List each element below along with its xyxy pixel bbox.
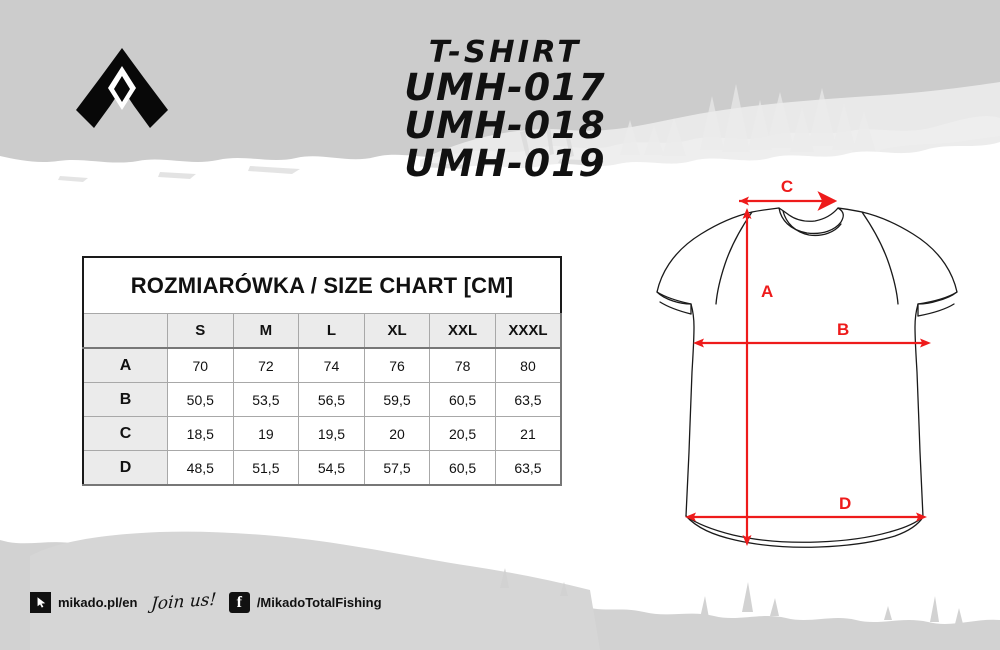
cell-c-xxl: 20,5 xyxy=(429,416,496,451)
column-header-s: S xyxy=(167,313,234,349)
column-header-m: M xyxy=(232,313,300,349)
cell-c-l: 19,5 xyxy=(298,416,365,451)
arrow-d-right-head xyxy=(916,512,927,522)
arrow-b-right-head xyxy=(920,338,931,348)
cell-d-xxxl: 63,5 xyxy=(494,450,562,486)
website-label[interactable]: mikado.pl/en xyxy=(58,594,138,610)
t-shirt-measurement-diagram: C A B D xyxy=(656,180,958,548)
label-d: D xyxy=(839,494,851,513)
cell-a-xl: 76 xyxy=(363,347,431,383)
row-header-d: D xyxy=(82,450,168,486)
arrow-d-left-head xyxy=(685,512,696,522)
model-code-2: UMH-018 xyxy=(404,104,606,147)
measurement-arrows xyxy=(685,191,931,546)
shirt-outline xyxy=(656,207,958,548)
cell-c-m: 19 xyxy=(232,416,300,451)
product-type-title: T-SHIRT xyxy=(428,35,582,70)
footer: mikado.pl/en Join us! f /MikadoTotalFish… xyxy=(30,589,382,615)
column-header-xxxl: XXXL xyxy=(494,313,562,349)
join-us-label: Join us! xyxy=(150,589,218,615)
title-block: T-SHIRT UMH-017 UMH-018 UMH-019 xyxy=(330,37,680,183)
table-row: C 18,5 19 19,5 20 20,5 21 xyxy=(82,416,562,451)
arrow-c-right-head xyxy=(825,196,835,206)
size-chart-title: ROZMIARÓWKA / SIZE CHART [CM] xyxy=(82,256,562,313)
facebook-icon[interactable]: f xyxy=(228,591,250,613)
arrow-a-top-head xyxy=(742,208,752,219)
cell-a-xxl: 78 xyxy=(429,347,496,383)
size-chart-table: S M L XL XXL XXXL A 70 72 74 76 78 80 xyxy=(82,313,562,486)
table-corner-cell xyxy=(82,313,168,349)
cell-d-xl: 57,5 xyxy=(363,450,431,486)
model-code-1: UMH-017 xyxy=(404,65,606,109)
table-header-row: S M L XL XXL XXXL xyxy=(82,313,562,349)
cell-a-m: 72 xyxy=(232,347,300,383)
cell-b-s: 50,5 xyxy=(167,382,234,417)
cell-c-xl: 20 xyxy=(363,416,431,451)
table-row: D 48,5 51,5 54,5 57,5 60,5 63,5 xyxy=(82,450,562,486)
cell-b-xxxl: 63,5 xyxy=(494,382,562,417)
cell-c-s: 18,5 xyxy=(167,416,234,451)
column-header-l: L xyxy=(298,313,365,349)
mikado-logo xyxy=(76,48,168,128)
cell-b-xxl: 60,5 xyxy=(429,382,496,417)
row-header-c: C xyxy=(82,416,168,451)
cell-d-m: 51,5 xyxy=(232,450,300,486)
arrow-b-left-head xyxy=(693,338,704,348)
column-header-xl: XL xyxy=(363,313,431,349)
table-row: A 70 72 74 76 78 80 xyxy=(82,347,562,383)
bottom-band-spikes xyxy=(500,568,963,624)
model-code-3: UMH-019 xyxy=(404,142,606,186)
label-c: C xyxy=(781,180,793,196)
cell-b-l: 56,5 xyxy=(298,382,365,417)
label-b: B xyxy=(837,320,849,339)
row-header-b: B xyxy=(82,382,168,417)
cell-c-xxxl: 21 xyxy=(494,416,562,451)
arrow-c-left-head xyxy=(739,196,749,206)
row-header-a: A xyxy=(82,347,168,383)
label-a: A xyxy=(761,282,773,301)
cell-d-xxl: 60,5 xyxy=(429,450,496,486)
cell-b-xl: 59,5 xyxy=(363,382,431,417)
facebook-handle[interactable]: /MikadoTotalFishing xyxy=(256,594,382,610)
cell-d-l: 54,5 xyxy=(298,450,365,486)
cell-b-m: 53,5 xyxy=(232,382,300,417)
cell-a-xxxl: 80 xyxy=(494,347,562,383)
size-chart: ROZMIARÓWKA / SIZE CHART [CM] S M L XL X… xyxy=(82,256,562,486)
cell-d-s: 48,5 xyxy=(167,450,234,486)
table-row: B 50,5 53,5 56,5 59,5 60,5 63,5 xyxy=(82,382,562,417)
cursor-icon xyxy=(30,591,51,613)
cell-a-l: 74 xyxy=(298,347,365,383)
cell-a-s: 70 xyxy=(167,347,234,383)
arrow-a-bottom-head xyxy=(742,535,752,546)
column-header-xxl: XXL xyxy=(429,313,496,349)
